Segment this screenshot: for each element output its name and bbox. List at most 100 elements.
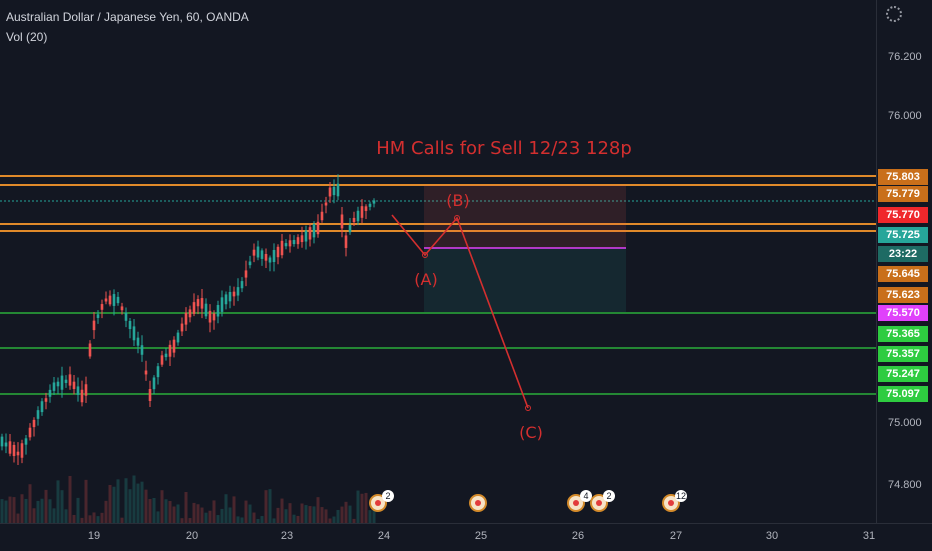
event-icon[interactable]: 12 [662,490,687,512]
wave-label-b[interactable]: (B) [446,191,469,210]
candle-body [208,310,212,323]
candle-body [200,298,204,309]
volume-bar [272,518,276,523]
volume-bar [264,490,268,523]
volume-bar [372,502,376,523]
candle-body [296,237,300,245]
volume-bar [304,505,308,523]
volume-bar [352,518,356,523]
volume-bar [92,512,96,523]
volume-bar [128,489,132,523]
candle-body [228,292,232,302]
volume-bar [324,509,328,523]
candle-body [168,344,172,357]
candle-body [292,239,296,245]
volume-bar [164,499,168,523]
event-count: 2 [382,490,394,502]
price-badge: 75.097 [878,386,928,402]
volume-bar [12,497,16,523]
candle-body [28,427,32,438]
candle-body [176,332,180,343]
volume-bar [248,504,252,523]
volume-bar [232,496,236,523]
candle-body [4,442,8,447]
candle-body [336,183,340,197]
australia-flag-icon[interactable]: 2 [369,490,394,512]
price-badge: 75.770 [878,207,928,223]
target-zone[interactable] [424,248,626,312]
event-icon[interactable]: 2 [590,490,615,512]
candle-body [20,443,24,458]
candle-body [88,343,92,357]
event-icon[interactable]: 4 [567,490,592,512]
candle-body [252,249,256,256]
volume-bar [160,490,164,523]
candle-body [100,304,104,310]
annotation-title[interactable]: HM Calls for Sell 12/23 128p [376,138,632,159]
time-tick: 27 [669,530,683,542]
volume-bar [148,499,152,523]
volume-bar [192,502,196,523]
elliott-wave-path[interactable] [391,214,529,409]
candle-body [76,386,80,395]
event-count: 2 [603,490,615,502]
volume-bar [100,512,104,523]
candle-body [56,381,60,387]
candle-body [156,366,160,378]
price-badge: 23:22 [878,246,928,262]
candle-body [300,235,304,243]
candle-body [344,235,348,248]
event-icon[interactable] [469,494,487,512]
candle-body [36,410,40,419]
event-count: 4 [580,490,592,502]
candle-body [372,200,376,204]
candle-body [12,444,16,457]
volume-bar [64,509,68,523]
time-tick: 25 [474,530,488,542]
volume-bar [268,489,272,523]
volume-bar [116,479,120,523]
volume-bar [320,507,324,523]
candle-body [92,320,96,331]
volume-bar [208,510,212,523]
support-lines[interactable] [0,312,876,395]
candle-body [348,225,352,233]
volume-bar [196,504,200,523]
time-tick: 31 [862,530,876,542]
candle-body [40,401,44,413]
candle-body [68,374,72,386]
time-tick: 24 [377,530,391,542]
stop-zone[interactable] [424,185,626,248]
candle-body [72,381,76,389]
settings-gear-icon[interactable] [886,6,902,22]
volume-bar [356,490,360,523]
wave-point-b [454,215,460,221]
candle-body [84,384,88,396]
candle-body [248,261,252,266]
volume-bar [300,503,304,523]
wave-label-c[interactable]: (C) [519,423,543,442]
time-tick: 26 [571,530,585,542]
wave-label-a[interactable]: (A) [414,270,437,289]
volume-bar [4,500,8,523]
time-axis[interactable] [0,523,932,551]
volume-bar [52,508,56,523]
volume-bar [244,500,248,523]
volume-bar [364,492,368,523]
time-tick: 20 [185,530,199,542]
volume-indicator-label[interactable]: Vol (20) [6,30,48,44]
candle-body [52,382,56,391]
volume-bar [56,480,60,523]
volume-bar [168,501,172,523]
volume-bar [28,484,32,523]
volume-bar [88,515,92,523]
time-tick: 19 [87,530,101,542]
volume-bar [360,493,364,523]
volume-bar [20,494,24,523]
symbol-title[interactable]: Australian Dollar / Japanese Yen, 60, OA… [6,10,249,24]
resistance-lines[interactable] [0,175,876,232]
price-tick: 74.800 [888,479,922,491]
volume-bar [32,508,36,523]
volume-bar [204,512,208,523]
